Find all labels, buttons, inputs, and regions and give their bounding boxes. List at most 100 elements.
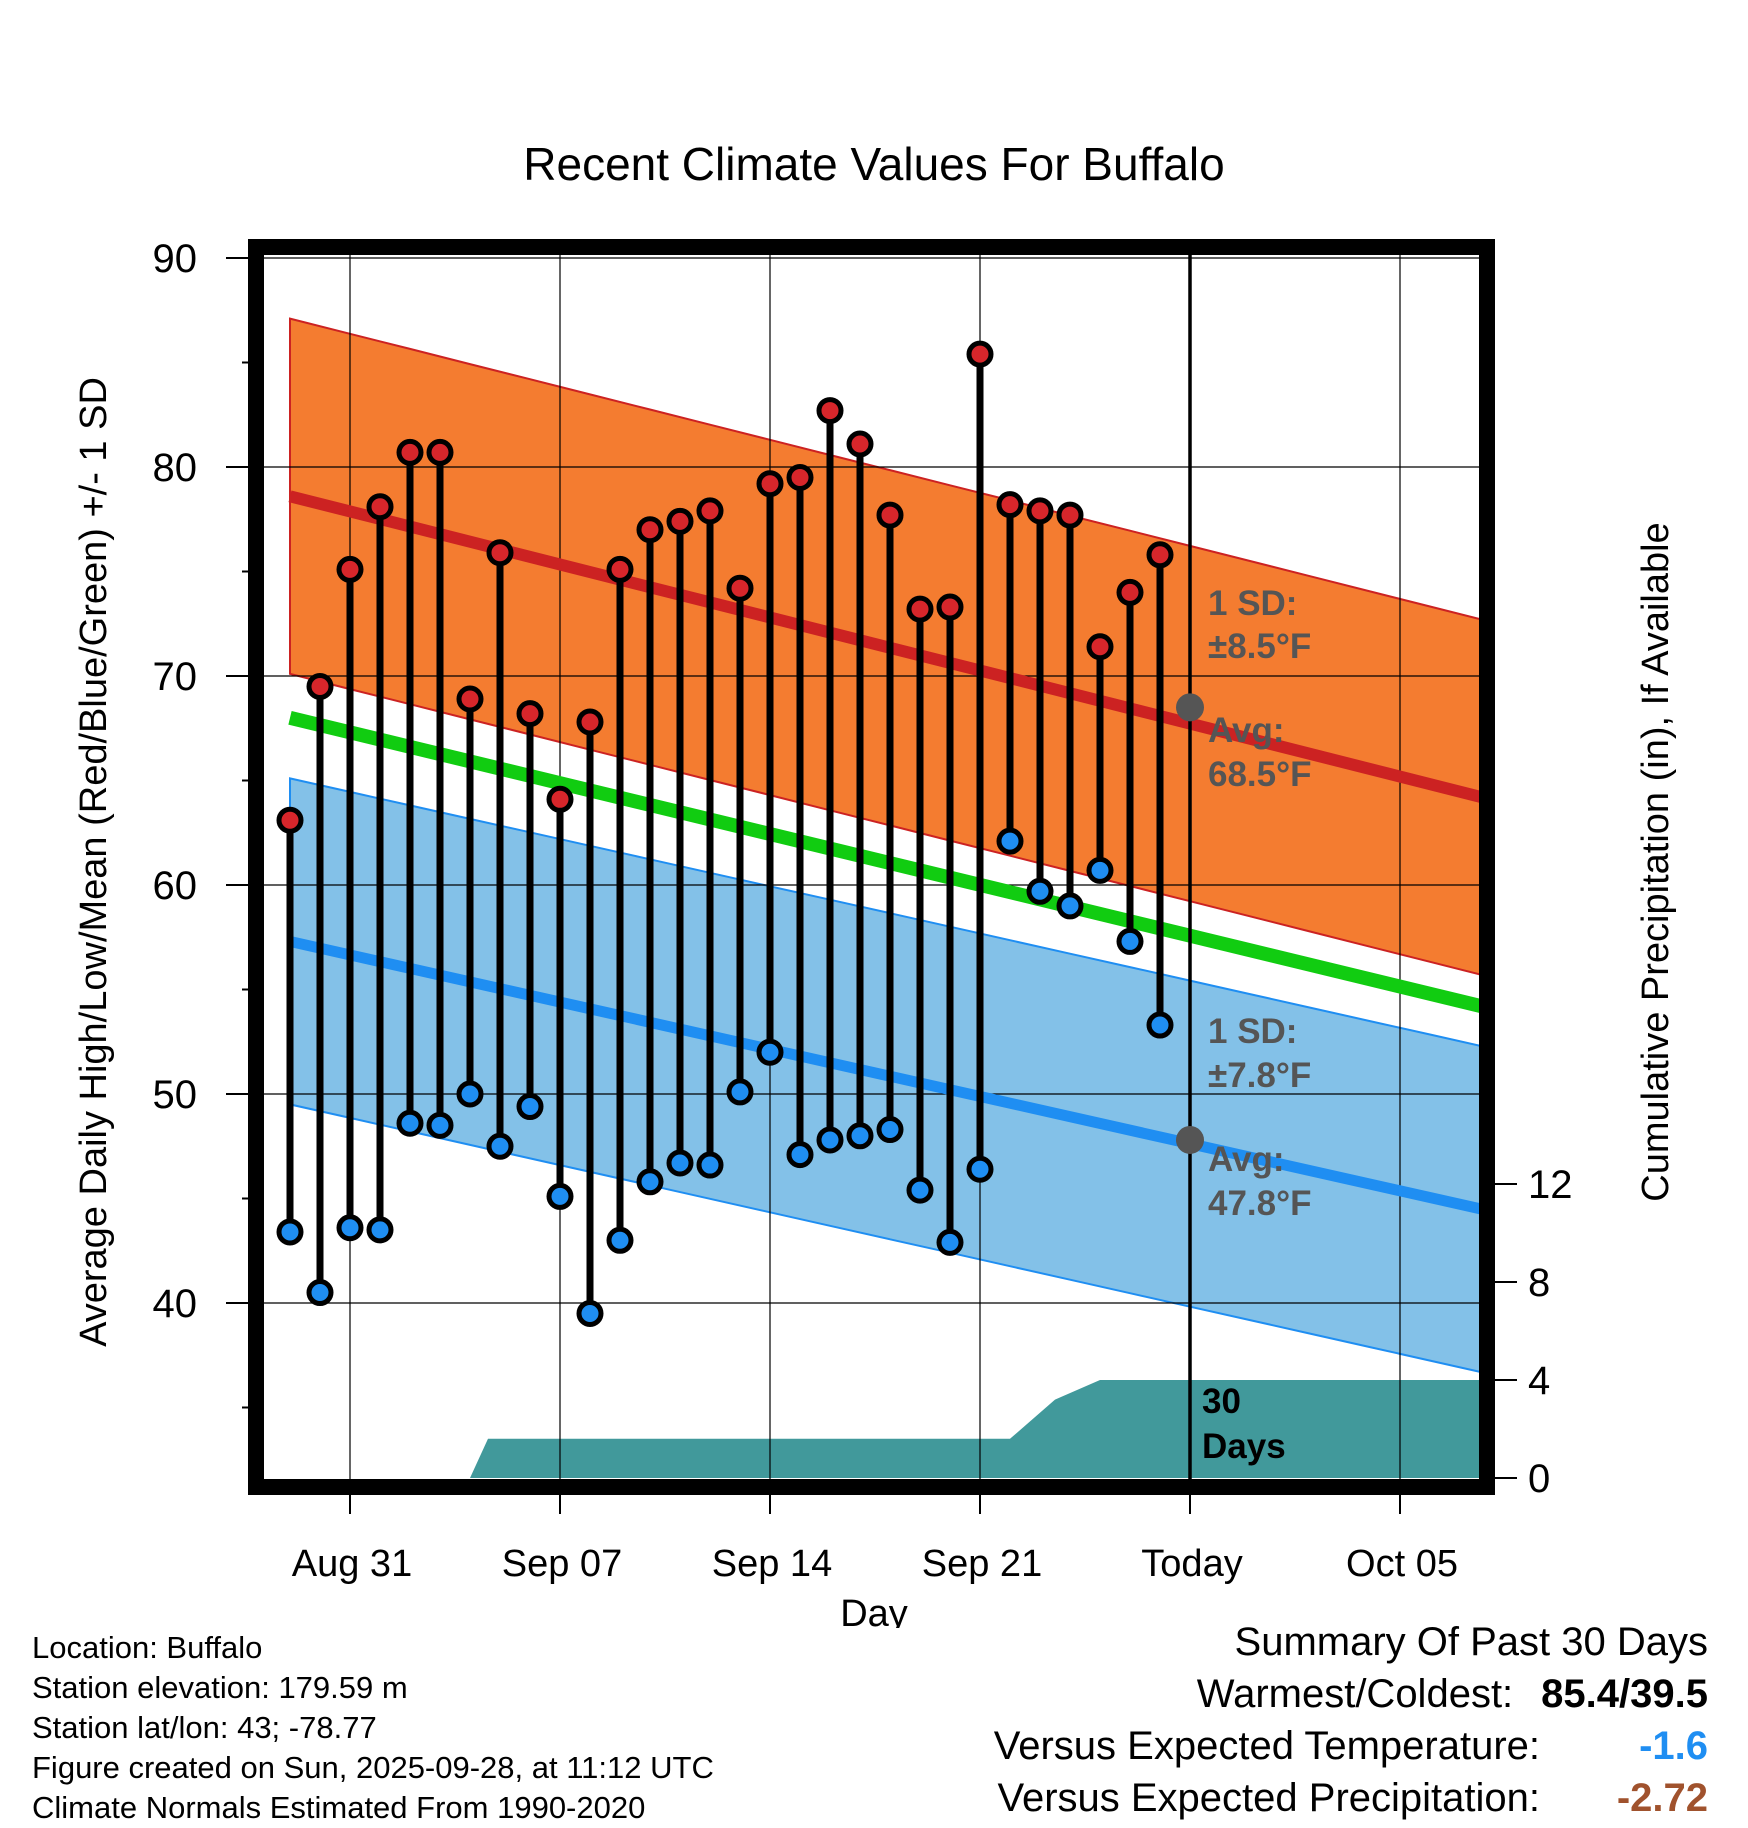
daily-low-point	[1026, 877, 1054, 905]
precip-delta-value: -2.72	[1616, 1776, 1708, 1820]
summary-panel: Summary Of Past 30 Days Warmest/Coldest:…	[808, 1620, 1708, 1828]
daily-low-point	[546, 1182, 574, 1210]
daily-high-point	[396, 438, 424, 466]
daily-low-point	[906, 1176, 934, 1204]
daily-low-point	[756, 1038, 784, 1066]
daily-high-point	[786, 463, 814, 491]
period-days-number: 30	[1202, 1382, 1241, 1421]
daily-high-point	[966, 340, 994, 368]
daily-high-point	[936, 593, 964, 621]
daily-low-point	[816, 1126, 844, 1154]
daily-high-point	[1056, 501, 1084, 529]
daily-high-point	[996, 491, 1024, 519]
warmest-value: 85.4/39.5	[1541, 1672, 1708, 1716]
y-tick-label: 90	[153, 237, 198, 281]
daily-low-point	[456, 1080, 484, 1108]
daily-high-point	[306, 672, 334, 700]
daily-high-point	[756, 470, 784, 498]
chart-title: Recent Climate Values For Buffalo	[523, 138, 1224, 190]
daily-low-point	[366, 1216, 394, 1244]
daily-low-point	[1086, 856, 1114, 884]
daily-low-point	[696, 1151, 724, 1179]
y2-tick-label: 0	[1528, 1457, 1550, 1501]
daily-high-point	[636, 516, 664, 544]
daily-high-point	[876, 501, 904, 529]
daily-high-point	[426, 438, 454, 466]
low-sd-label: 1 SD:	[1208, 1012, 1297, 1051]
daily-high-point	[366, 493, 394, 521]
daily-low-point	[306, 1279, 334, 1307]
low-avg-label: Avg:	[1208, 1140, 1284, 1179]
daily-low-point	[516, 1093, 544, 1121]
daily-high-point	[486, 539, 514, 567]
high-avg-label: Avg:	[1208, 711, 1284, 750]
high-sd-label: 1 SD:	[1208, 584, 1297, 623]
x-tick-label: Aug 31	[292, 1543, 412, 1585]
daily-low-point	[996, 827, 1024, 855]
daily-high-point	[576, 708, 604, 736]
today-high-avg-point	[1176, 693, 1204, 722]
location-text: Location: Buffalo	[32, 1630, 263, 1665]
daily-low-point	[336, 1214, 364, 1242]
y-tick-label: 70	[153, 655, 198, 699]
daily-high-point	[1026, 497, 1054, 525]
y-axis-label: Average Daily High/Low/Mean (Red/Blue/Gr…	[73, 377, 115, 1347]
daily-high-point	[906, 595, 934, 623]
y-tick-label: 80	[153, 446, 198, 490]
warmest-label: Warmest/Coldest:	[1196, 1672, 1514, 1716]
y2-tick-label: 4	[1528, 1359, 1550, 1403]
daily-high-point	[846, 430, 874, 458]
precip-area	[470, 1380, 1487, 1478]
daily-low-point	[1116, 927, 1144, 955]
y2-tick-label: 8	[1528, 1261, 1550, 1305]
today-low-avg-point	[1176, 1125, 1204, 1154]
station-info: Location: Buffalo Station elevation: 179…	[32, 1628, 714, 1828]
daily-low-point	[846, 1122, 874, 1150]
y-tick-label: 60	[153, 864, 198, 908]
daily-high-point	[1116, 578, 1144, 606]
daily-low-point	[276, 1218, 304, 1246]
temp-delta-label: Versus Expected Temperature:	[993, 1724, 1540, 1768]
summary-warmest-row: Warmest/Coldest: 85.4/39.5	[808, 1672, 1708, 1724]
low-avg-value: 47.8°F	[1208, 1184, 1312, 1223]
daily-high-point	[456, 685, 484, 713]
daily-low-point	[576, 1299, 604, 1327]
daily-high-point	[1086, 633, 1114, 661]
high-sd-value: ±8.5°F	[1208, 627, 1311, 666]
daily-high-point	[726, 574, 754, 602]
daily-low-point	[876, 1116, 904, 1144]
x-axis-label: Day	[840, 1593, 908, 1628]
summary-title: Summary Of Past 30 Days	[1234, 1620, 1708, 1664]
x-tick-label: Today	[1141, 1543, 1242, 1585]
x-tick-label: Sep 21	[922, 1543, 1042, 1585]
daily-low-point	[1146, 1011, 1174, 1039]
summary-temp-row: Versus Expected Temperature: -1.6	[808, 1724, 1708, 1776]
y-tick-label: 40	[153, 1282, 198, 1326]
high-avg-value: 68.5°F	[1208, 755, 1312, 794]
daily-low-point	[726, 1078, 754, 1106]
elevation-text: Station elevation: 179.59 m	[32, 1670, 408, 1705]
y-tick-label: 50	[153, 1073, 198, 1117]
daily-low-point	[426, 1111, 454, 1139]
daily-high-point	[546, 785, 574, 813]
daily-low-point	[666, 1149, 694, 1177]
plot-area: 1 SD: ±8.5°F Avg: 68.5°F 1 SD: ±7.8°F Avg: 47.8…	[153, 237, 1573, 1585]
normals-text: Climate Normals Estimated From 1990-2020	[32, 1790, 646, 1825]
summary-precip-row: Versus Expected Precipitation: -2.72	[808, 1776, 1708, 1828]
daily-high-point	[276, 806, 304, 834]
x-tick-label: Sep 07	[502, 1543, 622, 1585]
daily-high-point	[1146, 541, 1174, 569]
y2-tick-label: 12	[1528, 1163, 1573, 1207]
plot-frame	[248, 239, 1495, 1495]
daily-high-point	[336, 555, 364, 583]
climate-chart: Recent Climate Values For Buffalo 1 SD: ±…	[73, 138, 1677, 1628]
precip-delta-label: Versus Expected Precipitation:	[997, 1776, 1540, 1820]
daily-low-point	[1056, 892, 1084, 920]
daily-high-point	[696, 497, 724, 525]
daily-high-point	[816, 397, 844, 425]
period-days-unit: Days	[1202, 1427, 1286, 1466]
daily-high-point	[606, 555, 634, 583]
low-sd-value: ±7.8°F	[1208, 1056, 1311, 1095]
daily-high-point	[666, 507, 694, 535]
daily-low-point	[396, 1109, 424, 1137]
